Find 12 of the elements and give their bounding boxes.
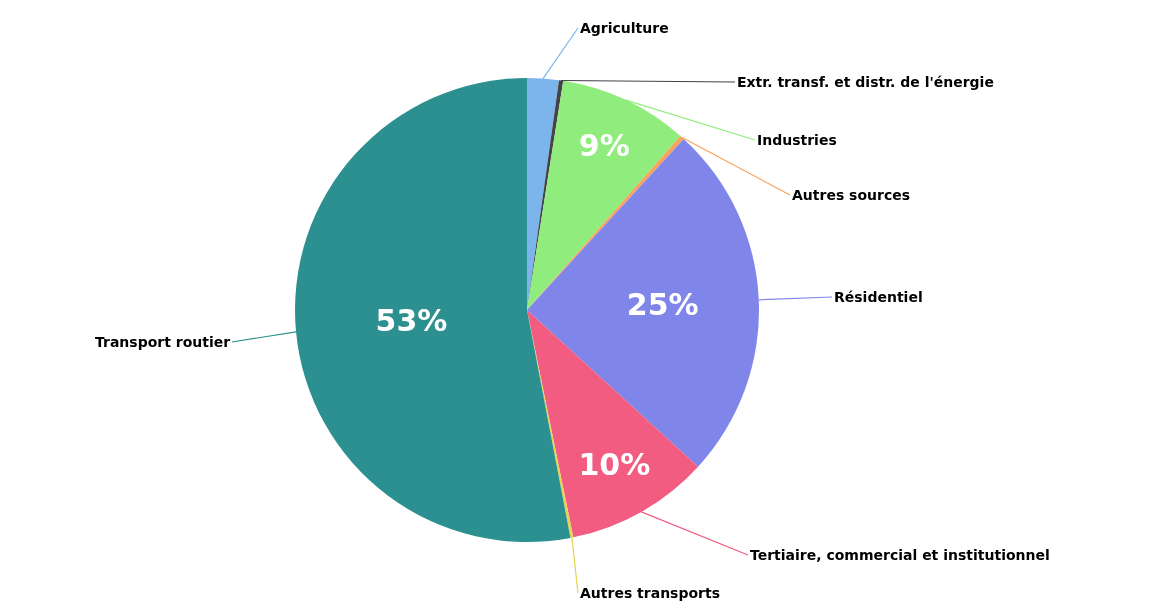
slice-label: Résidentiel <box>834 289 923 305</box>
slice-label: Autres transports <box>580 585 721 601</box>
data-label: 9% <box>578 128 630 164</box>
data-label: 25% <box>626 286 699 322</box>
slice-label: Tertiaire, commercial et institutionnel <box>750 547 1050 563</box>
slice-label: Agriculture <box>580 20 669 36</box>
slice-label: Extr. transf. et distr. de l'énergie <box>737 74 994 90</box>
data-label: 53% <box>375 303 448 339</box>
slice-label: Transport routier <box>95 334 231 350</box>
data-label: 10% <box>578 446 651 482</box>
slice-label: Autres sources <box>792 187 911 203</box>
slice-label: Industries <box>757 132 837 148</box>
